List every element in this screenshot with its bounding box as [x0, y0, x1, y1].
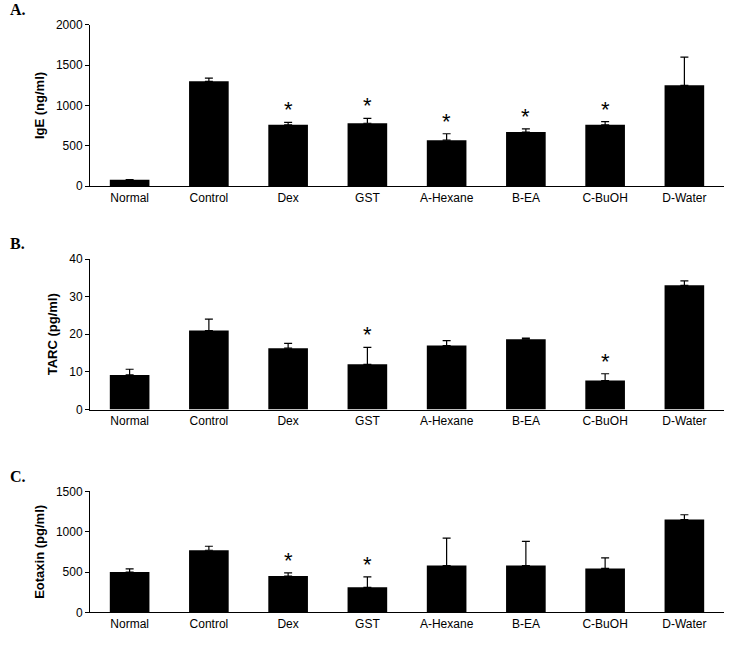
- svg-text:Dex: Dex: [277, 617, 298, 631]
- svg-text:40: 40: [69, 252, 83, 266]
- svg-text:D-Water: D-Water: [662, 617, 706, 631]
- svg-text:30: 30: [69, 290, 83, 304]
- svg-text:Eotaxin (pg/ml): Eotaxin (pg/ml): [32, 505, 47, 599]
- svg-text:C-BuOH: C-BuOH: [582, 191, 627, 205]
- svg-text:Dex: Dex: [277, 191, 298, 205]
- svg-text:A.: A.: [10, 1, 26, 18]
- svg-text:*: *: [363, 322, 372, 347]
- svg-text:*: *: [284, 97, 293, 122]
- svg-text:500: 500: [63, 565, 83, 579]
- svg-text:Normal: Normal: [110, 617, 149, 631]
- svg-text:GST: GST: [355, 617, 380, 631]
- svg-text:2000: 2000: [56, 18, 83, 32]
- svg-text:TARC (pg/ml): TARC (pg/ml): [45, 293, 60, 375]
- svg-text:B.: B.: [10, 235, 25, 252]
- svg-text:*: *: [601, 97, 610, 122]
- svg-text:*: *: [363, 552, 372, 577]
- svg-text:A-Hexane: A-Hexane: [420, 191, 474, 205]
- svg-text:GST: GST: [355, 191, 380, 205]
- svg-text:A-Hexane: A-Hexane: [420, 414, 474, 428]
- svg-text:*: *: [521, 104, 530, 129]
- svg-text:B-EA: B-EA: [512, 617, 540, 631]
- svg-text:B-EA: B-EA: [512, 191, 540, 205]
- svg-text:1500: 1500: [56, 485, 83, 499]
- svg-text:*: *: [363, 93, 372, 118]
- svg-text:0: 0: [76, 179, 83, 193]
- svg-text:D-Water: D-Water: [662, 414, 706, 428]
- svg-text:*: *: [442, 109, 451, 134]
- svg-text:D-Water: D-Water: [662, 191, 706, 205]
- svg-text:*: *: [284, 548, 293, 573]
- svg-text:0: 0: [76, 606, 83, 620]
- svg-text:C-BuOH: C-BuOH: [582, 414, 627, 428]
- svg-text:Normal: Normal: [110, 414, 149, 428]
- svg-text:1500: 1500: [56, 58, 83, 72]
- svg-text:*: *: [601, 349, 610, 374]
- svg-text:10: 10: [69, 365, 83, 379]
- svg-text:A-Hexane: A-Hexane: [420, 617, 474, 631]
- svg-text:Dex: Dex: [277, 414, 298, 428]
- svg-text:C.: C.: [10, 468, 26, 485]
- svg-text:1000: 1000: [56, 525, 83, 539]
- svg-text:0: 0: [76, 403, 83, 417]
- svg-text:IgE (ng/ml): IgE (ng/ml): [32, 72, 47, 139]
- svg-text:Normal: Normal: [110, 191, 149, 205]
- svg-text:500: 500: [63, 139, 83, 153]
- svg-text:20: 20: [69, 327, 83, 341]
- svg-text:Control: Control: [190, 191, 229, 205]
- svg-text:1000: 1000: [56, 99, 83, 113]
- svg-text:GST: GST: [355, 414, 380, 428]
- svg-text:Control: Control: [190, 617, 229, 631]
- svg-text:C-BuOH: C-BuOH: [582, 617, 627, 631]
- svg-text:Control: Control: [190, 414, 229, 428]
- svg-text:B-EA: B-EA: [512, 414, 540, 428]
